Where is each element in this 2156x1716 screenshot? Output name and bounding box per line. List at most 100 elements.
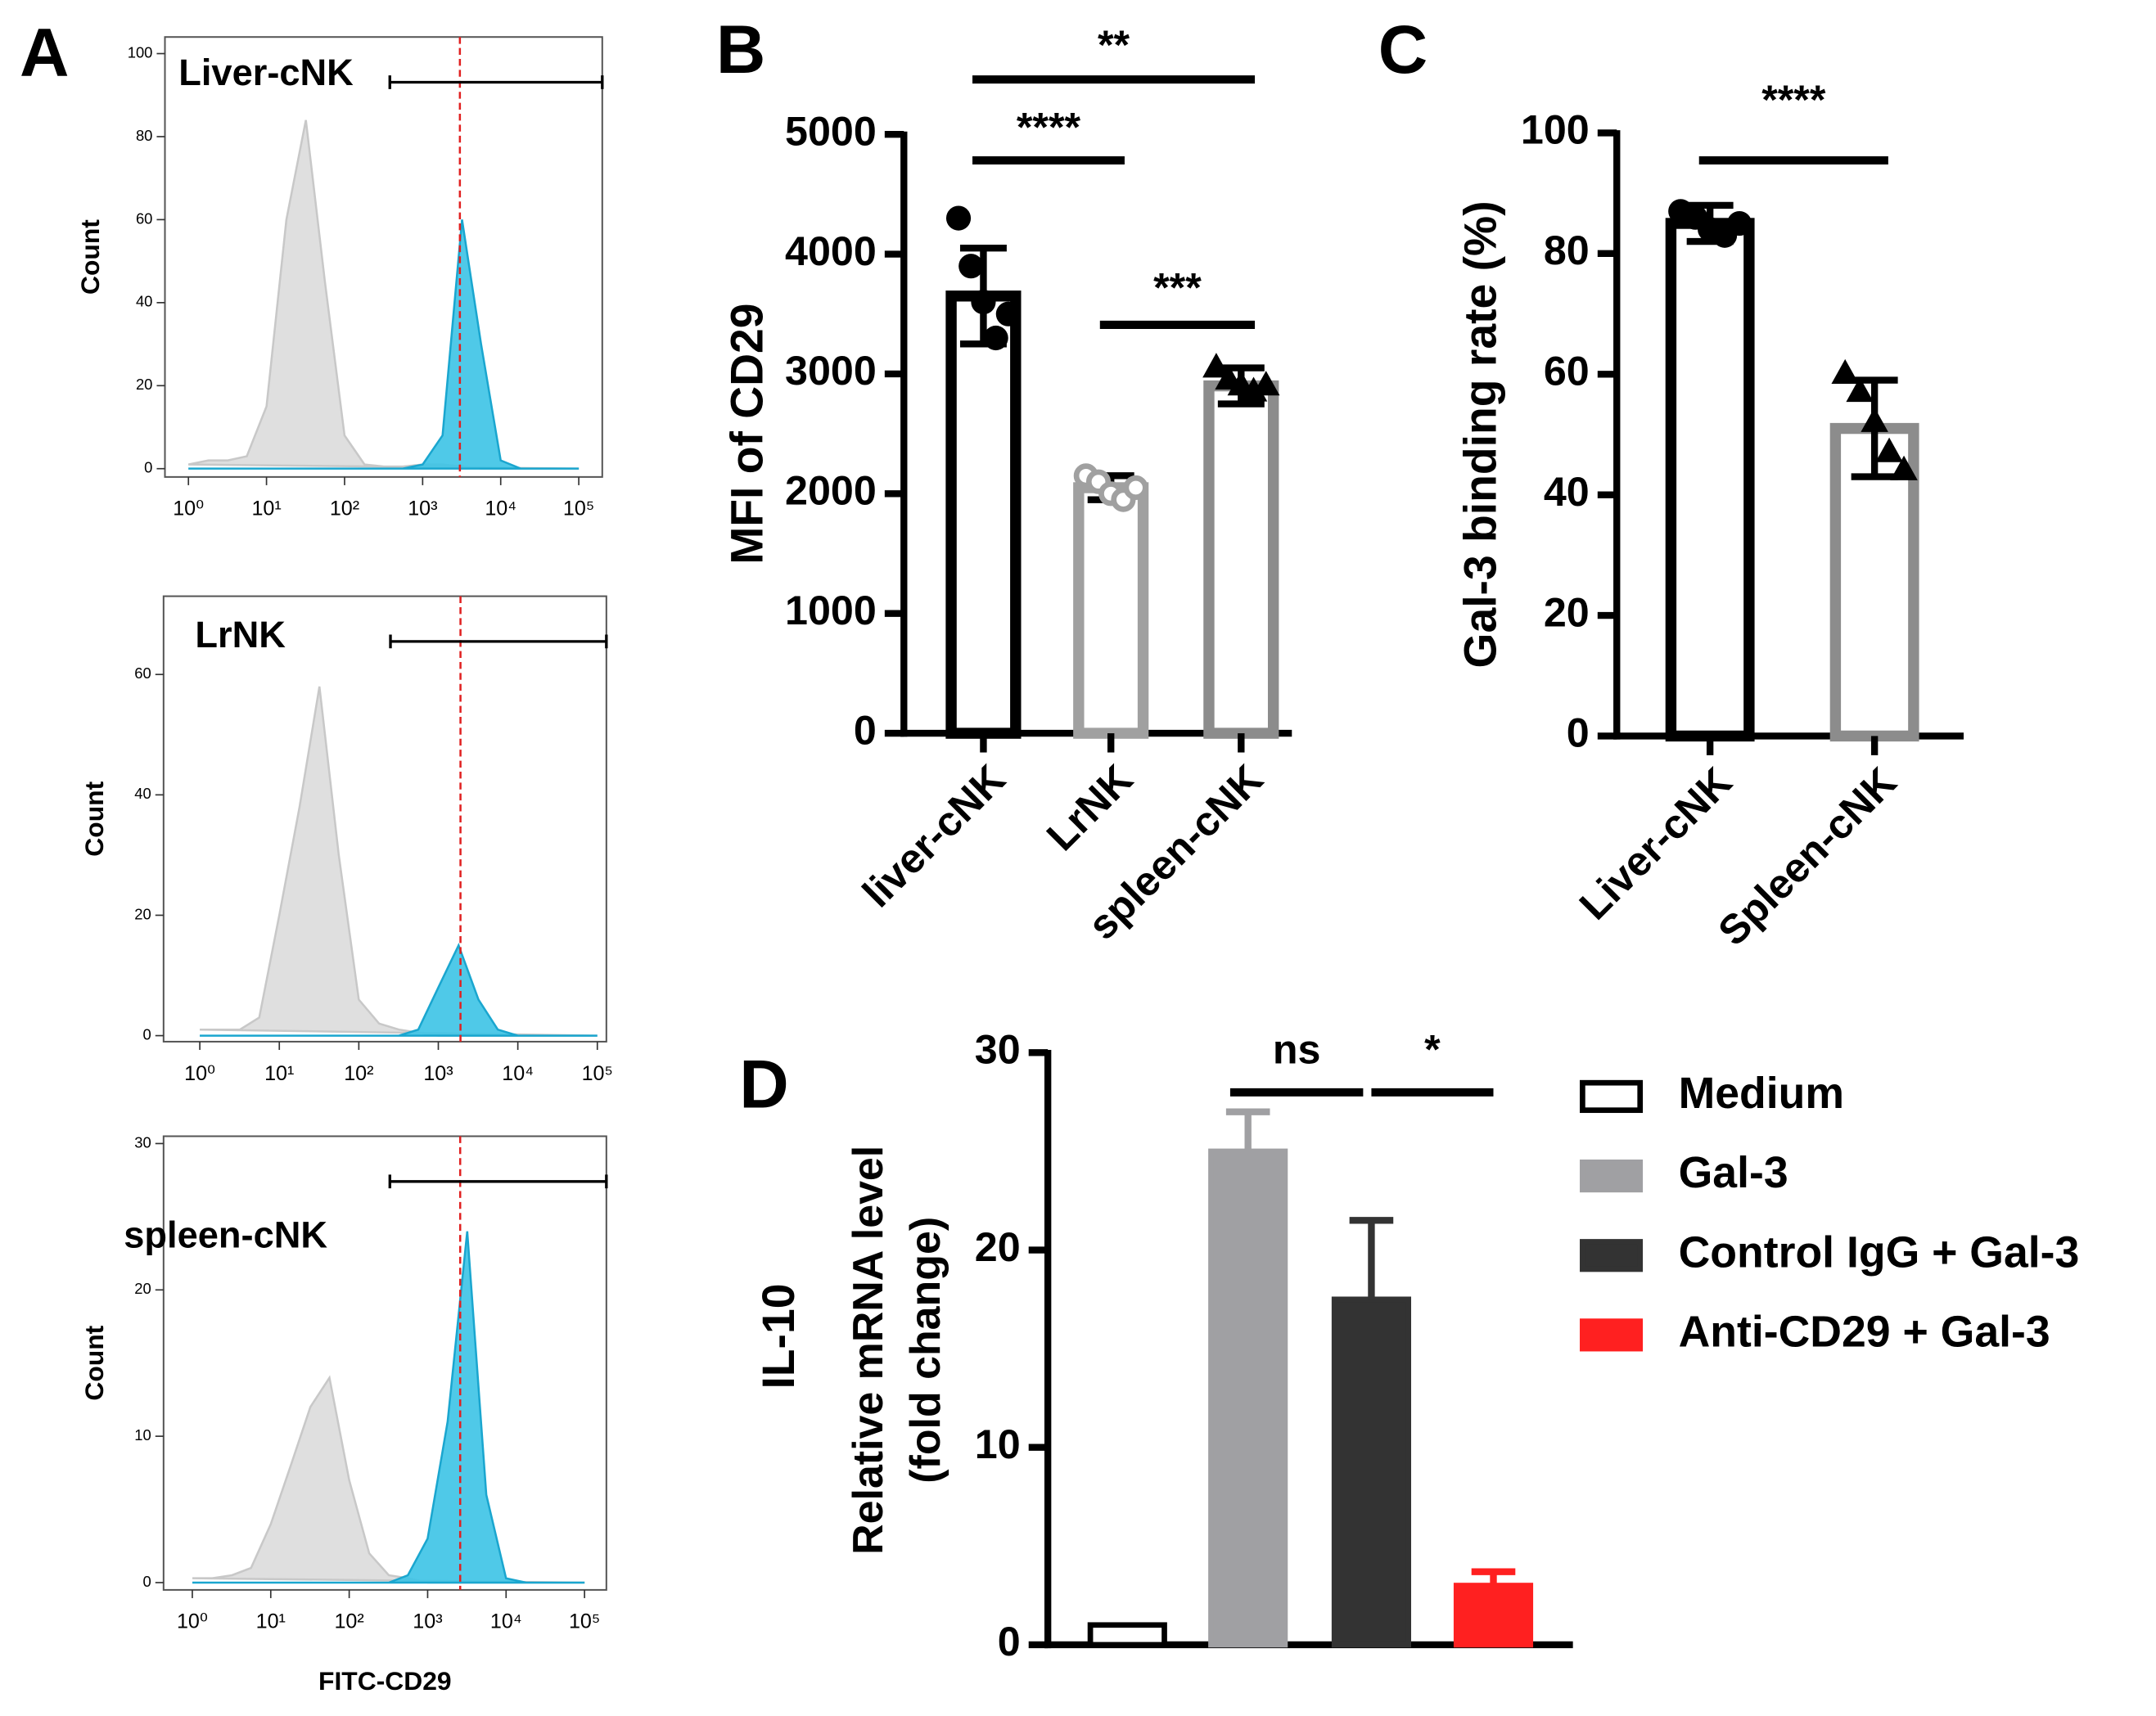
histogram-area bbox=[187, 119, 580, 470]
legend-swatch bbox=[1580, 1159, 1644, 1193]
y-tick-label: 0 bbox=[143, 1573, 151, 1590]
x-tick-label: 10⁰ bbox=[184, 1062, 215, 1085]
panel-letter: C bbox=[1378, 11, 1428, 88]
x-tick-label: 10¹ bbox=[264, 1062, 294, 1085]
data-point bbox=[1726, 210, 1752, 236]
y-tick-label: 4000 bbox=[785, 228, 877, 274]
y-tick-label: 0 bbox=[144, 459, 152, 476]
significance-label: **** bbox=[1017, 104, 1081, 150]
plot-frame bbox=[164, 36, 603, 478]
bar bbox=[945, 291, 1022, 739]
bar bbox=[1453, 1583, 1534, 1648]
y-tick-label: 100 bbox=[128, 43, 153, 61]
legend-swatch bbox=[1580, 1318, 1644, 1352]
bar bbox=[1203, 380, 1279, 739]
x-tick-label: 10³ bbox=[413, 1610, 442, 1633]
x-tick-label: LrNK bbox=[1038, 756, 1141, 859]
y-tick-label: 60 bbox=[136, 209, 152, 227]
data-point bbox=[958, 254, 984, 279]
y-tick-label: 20 bbox=[136, 376, 152, 393]
y-tick-label: 80 bbox=[136, 127, 152, 144]
legend-label: Anti-CD29 + Gal-3 bbox=[1679, 1308, 2050, 1357]
significance-label: ns bbox=[1273, 1027, 1321, 1073]
histogram-area bbox=[200, 686, 598, 1037]
histogram-area bbox=[188, 219, 580, 470]
y-tick-label: 20 bbox=[975, 1224, 1021, 1270]
y-tick-label: 60 bbox=[1544, 349, 1590, 394]
legend-swatch bbox=[1580, 1079, 1644, 1114]
y-tick-label: 20 bbox=[134, 1280, 151, 1297]
data-point bbox=[1890, 455, 1918, 480]
y-tick-label: 20 bbox=[134, 905, 151, 922]
y-axis-label: MFI of CD29 bbox=[721, 303, 772, 564]
x-tick-label: 10⁴ bbox=[485, 498, 516, 520]
panel-label: LrNK bbox=[195, 614, 286, 655]
y-tick-label: 0 bbox=[998, 1619, 1021, 1664]
data-point bbox=[1202, 353, 1230, 378]
y-axis-label: Relative mRNA level bbox=[845, 1146, 892, 1555]
data-point bbox=[1123, 475, 1148, 501]
y-tick-label: 40 bbox=[1544, 469, 1590, 515]
x-tick-label: 10⁴ bbox=[490, 1610, 522, 1633]
x-tick-label: 10¹ bbox=[256, 1610, 286, 1633]
bar bbox=[1073, 482, 1149, 739]
data-point bbox=[945, 205, 972, 231]
y-tick-label: 3000 bbox=[785, 348, 877, 394]
significance-label: **** bbox=[1761, 77, 1826, 123]
x-tick-label: 10⁵ bbox=[563, 498, 594, 520]
y-axis-label: Count bbox=[79, 781, 109, 856]
y-axis-label: Count bbox=[75, 219, 105, 295]
y-tick-label: 100 bbox=[1521, 107, 1590, 153]
histogram-area bbox=[192, 1375, 585, 1584]
x-tick-label: liver-cNK bbox=[854, 756, 1014, 917]
panel-letter: D bbox=[739, 1046, 788, 1123]
panel-label: Liver-cNK bbox=[178, 52, 354, 93]
data-point bbox=[995, 301, 1021, 327]
y-tick-label: 2000 bbox=[785, 468, 877, 514]
legend-label: Control IgG + Gal-3 bbox=[1679, 1227, 2080, 1277]
y-tick-label: 1000 bbox=[785, 588, 877, 633]
y-tick-label: 40 bbox=[136, 293, 152, 310]
y-tick-label: 0 bbox=[854, 707, 877, 753]
y-axis-label: Count bbox=[79, 1325, 109, 1400]
y-tick-label: 30 bbox=[134, 1133, 151, 1151]
bar bbox=[1087, 1622, 1167, 1648]
panel-letter: A bbox=[20, 13, 69, 90]
data-point bbox=[983, 325, 1008, 351]
x-tick-label: 10¹ bbox=[251, 498, 281, 520]
bar bbox=[1208, 1148, 1288, 1648]
x-tick-label: 10⁰ bbox=[177, 1610, 208, 1633]
significance-label: ** bbox=[1098, 22, 1130, 68]
data-point bbox=[1861, 407, 1888, 432]
x-tick-label: Spleen-cNK bbox=[1709, 759, 1905, 954]
x-tick-label: Liver-cNK bbox=[1571, 759, 1740, 928]
bar bbox=[1665, 218, 1755, 742]
y-axis-label: Gal-3 binding rate (%) bbox=[1455, 200, 1505, 668]
y-tick-label: 0 bbox=[1567, 710, 1590, 756]
x-tick-label: 10⁴ bbox=[502, 1062, 534, 1085]
x-tick-label: 10³ bbox=[423, 1062, 453, 1085]
histogram-area bbox=[192, 1231, 585, 1584]
x-tick-label: 10² bbox=[334, 1610, 363, 1633]
data-point bbox=[1831, 358, 1859, 384]
x-tick-label: 10² bbox=[330, 498, 359, 520]
data-point bbox=[1252, 371, 1280, 396]
y-tick-label: 40 bbox=[134, 785, 151, 802]
y-tick-label: 20 bbox=[1544, 589, 1590, 635]
x-tick-label: 10⁰ bbox=[173, 498, 204, 520]
plot-frame bbox=[162, 1135, 607, 1591]
panel-letter: B bbox=[716, 11, 765, 88]
significance-label: *** bbox=[1153, 264, 1202, 310]
y-tick-label: 30 bbox=[975, 1027, 1021, 1073]
significance-label: * bbox=[1424, 1027, 1441, 1073]
legend-label: Medium bbox=[1679, 1069, 1844, 1118]
y-tick-label: 80 bbox=[1544, 227, 1590, 273]
data-point bbox=[1846, 376, 1874, 403]
chart-title: IL-10 bbox=[753, 1284, 804, 1389]
x-tick-label: 10² bbox=[344, 1062, 373, 1085]
data-point bbox=[1875, 437, 1903, 462]
data-point bbox=[971, 290, 996, 315]
x-tick-label: 10⁵ bbox=[569, 1610, 600, 1633]
